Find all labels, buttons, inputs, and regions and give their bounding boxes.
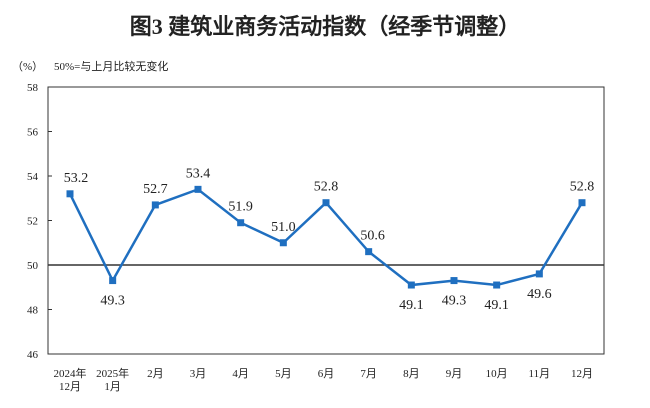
data-point bbox=[194, 185, 202, 193]
x-tick-label: 10月 bbox=[486, 368, 508, 380]
x-tick-label: 5月 bbox=[275, 368, 292, 380]
data-label: 49.6 bbox=[527, 287, 552, 302]
x-tick-label: 2月 bbox=[147, 368, 164, 380]
x-tick-label: 6月 bbox=[318, 368, 335, 380]
x-tick-label-line: 1月 bbox=[104, 381, 121, 393]
data-label: 49.3 bbox=[100, 294, 125, 309]
data-point bbox=[535, 270, 543, 278]
x-tick-label-line: 2024年 bbox=[54, 366, 87, 380]
x-tick-label-line: 2025年 bbox=[96, 366, 129, 380]
data-point bbox=[450, 277, 458, 285]
chart-title: 图3 建筑业商务活动指数（经季节调整） bbox=[130, 14, 521, 39]
data-point bbox=[109, 277, 117, 285]
x-tick-label: 3月 bbox=[190, 368, 207, 380]
y-tick-label: 54 bbox=[27, 171, 39, 183]
data-point bbox=[237, 219, 245, 227]
x-tick-label-line: 12月 bbox=[59, 381, 81, 393]
x-tick-label: 2025年 1月 bbox=[96, 366, 129, 393]
data-label: 49.1 bbox=[484, 298, 509, 313]
x-tick-label: 4月 bbox=[232, 368, 249, 380]
data-label: 51.9 bbox=[228, 200, 253, 215]
unit-label: （%） bbox=[12, 60, 43, 73]
plot-frame bbox=[47, 86, 605, 355]
note: 50%=与上月比较无变化 bbox=[54, 59, 168, 73]
y-tick-label: 50 bbox=[27, 260, 39, 272]
x-tick-label: 7月 bbox=[360, 368, 377, 380]
data-label: 52.8 bbox=[570, 180, 595, 195]
data-point bbox=[66, 190, 74, 198]
data-point bbox=[322, 199, 330, 207]
data-label: 51.0 bbox=[271, 220, 296, 235]
y-tick-label: 48 bbox=[27, 305, 39, 317]
y-tick-label: 56 bbox=[27, 127, 39, 139]
data-label: 53.2 bbox=[64, 171, 89, 186]
data-point bbox=[151, 201, 159, 209]
data-point bbox=[493, 281, 501, 289]
y-tick-label: 52 bbox=[27, 216, 38, 228]
data-point bbox=[578, 199, 586, 207]
x-tick-label: 9月 bbox=[446, 368, 463, 380]
x-tick-label: 11月 bbox=[529, 368, 551, 380]
x-tick-label: 2024年 12月 bbox=[54, 366, 87, 393]
data-point bbox=[407, 281, 415, 289]
data-label: 49.3 bbox=[442, 294, 467, 309]
data-label: 52.7 bbox=[143, 182, 168, 197]
y-tick-label: 46 bbox=[27, 349, 39, 361]
data-label: 53.4 bbox=[186, 166, 211, 181]
data-label: 52.8 bbox=[314, 180, 339, 195]
y-tick-label: 58 bbox=[27, 82, 39, 94]
data-point bbox=[279, 239, 287, 247]
data-point bbox=[365, 248, 373, 256]
x-tick-label: 12月 bbox=[571, 368, 593, 380]
data-label: 50.6 bbox=[360, 229, 385, 244]
data-label: 49.1 bbox=[399, 298, 424, 313]
x-tick-label: 8月 bbox=[403, 368, 420, 380]
